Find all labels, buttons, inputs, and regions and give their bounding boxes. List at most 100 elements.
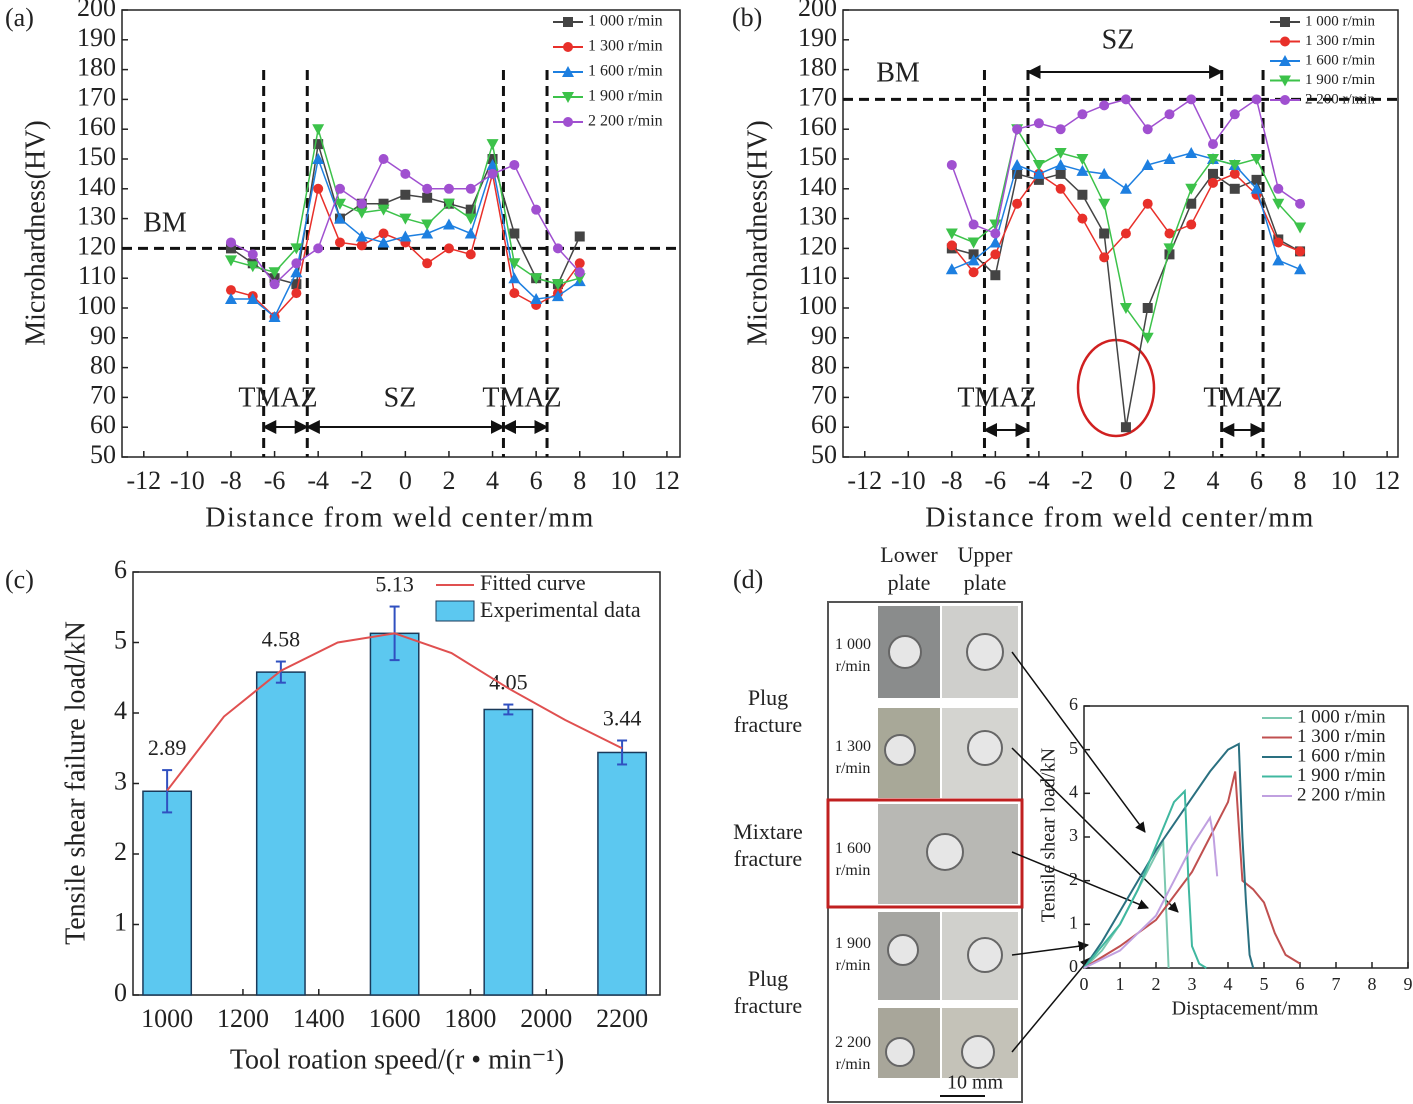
panel-label: (a): [5, 3, 34, 32]
y-tick-label: 60: [811, 410, 837, 439]
marker: [1077, 189, 1088, 200]
legend-label: 1 900 r/min: [588, 88, 663, 105]
photo-panel: [826, 601, 1179, 1103]
x-tick-label: 3: [1188, 974, 1197, 994]
legend-label: 2 200 r/min: [1305, 91, 1375, 107]
panel-label: (b): [732, 3, 762, 32]
column-header: Upper plate: [957, 542, 1013, 595]
marker: [1120, 422, 1131, 433]
y-tick-label: 200: [798, 0, 837, 22]
marker: [1141, 332, 1154, 344]
marker: [1251, 94, 1262, 105]
legend-label: 2 200 r/min: [588, 113, 663, 130]
marker: [378, 228, 389, 239]
x-tick-label: 1000: [141, 1004, 193, 1033]
marker: [1294, 263, 1307, 275]
fracture-label: Plug fracture: [733, 966, 803, 1018]
marker: [563, 17, 573, 27]
x-tick-label: 8: [573, 466, 586, 495]
panel-label: (c): [5, 565, 34, 594]
marker: [1119, 303, 1132, 314]
x-tick-label: 2: [1152, 974, 1161, 994]
weld-spots: [884, 633, 1004, 1069]
weld-spot: [888, 635, 922, 669]
marker: [508, 272, 521, 284]
error-bar: [275, 660, 286, 684]
x-tick-label: -10: [170, 466, 205, 495]
y-tick-label: 100: [77, 291, 116, 320]
x-tick-label: 1800: [444, 1004, 496, 1033]
marker: [1208, 168, 1218, 179]
marker: [1077, 213, 1088, 224]
legend-label: Experimental data: [480, 597, 641, 622]
marker: [1055, 124, 1066, 135]
plot-frame: [121, 9, 681, 458]
legend-label: 1 000 r/min: [1297, 706, 1386, 727]
marker: [946, 159, 957, 170]
marker: [422, 192, 433, 203]
x-axis-title: Disptacement/mm: [1172, 998, 1319, 1020]
weld-spot: [884, 734, 916, 766]
value-label: 4.05: [489, 670, 528, 695]
marker: [247, 249, 258, 260]
marker: [443, 183, 454, 194]
marker: [967, 237, 980, 249]
marker: [1280, 36, 1290, 47]
marker: [1208, 177, 1218, 188]
arrow: [1011, 941, 1090, 956]
legend-label: 1 300 r/min: [1305, 33, 1375, 49]
highlight-ellipse: [1076, 338, 1156, 438]
series-line: [1083, 815, 1219, 969]
marker: [290, 243, 303, 255]
x-axis-title: Distance from weld center/mm: [205, 502, 595, 533]
y-tick-label: 70: [811, 380, 837, 409]
legend-label: 1 600 r/min: [588, 63, 663, 80]
marker: [1012, 124, 1023, 135]
marker: [1279, 55, 1291, 66]
x-tick-label: 9: [1404, 974, 1413, 994]
y-tick-label: 140: [798, 172, 837, 201]
y-tick-label: 60: [90, 410, 116, 439]
bar: [142, 790, 193, 996]
panel-label: (d): [733, 565, 763, 594]
marker: [990, 228, 1001, 239]
marker: [563, 42, 573, 52]
marker: [990, 249, 1001, 260]
marker: [1099, 252, 1110, 263]
marker: [1185, 147, 1198, 159]
x-tick-label: 1: [1116, 974, 1125, 994]
connector-arrows: [1011, 651, 1179, 1053]
marker: [1279, 75, 1291, 87]
marker: [1055, 168, 1066, 179]
y-axis-title: Tensile shear failure load/kN: [60, 621, 91, 945]
marker: [1295, 246, 1306, 257]
marker: [1076, 154, 1089, 165]
y-tick-label: 140: [77, 172, 116, 201]
legend-swatch: [435, 600, 475, 622]
zone-label: TMAZ: [1203, 382, 1282, 413]
marker: [355, 207, 368, 219]
marker: [465, 249, 476, 260]
marker: [1207, 154, 1219, 165]
marker: [990, 270, 1001, 281]
x-tick-label: 1400: [293, 1004, 345, 1033]
error-bar: [503, 703, 514, 716]
marker: [464, 213, 477, 225]
marker: [268, 310, 281, 322]
marker: [399, 230, 412, 242]
marker: [442, 198, 455, 210]
y-tick-label: 6: [1069, 694, 1078, 714]
marker: [989, 236, 1002, 248]
y-tick-label: 190: [798, 23, 837, 52]
marker: [1012, 198, 1023, 209]
marker: [1120, 94, 1131, 105]
bar: [597, 751, 648, 996]
marker: [552, 243, 563, 254]
marker: [443, 243, 454, 254]
x-tick-label: -6: [985, 466, 1007, 495]
marker: [1142, 124, 1153, 135]
photos: [878, 606, 1018, 1078]
x-tick-label: -12: [126, 466, 161, 495]
weld-spot: [967, 730, 1003, 766]
